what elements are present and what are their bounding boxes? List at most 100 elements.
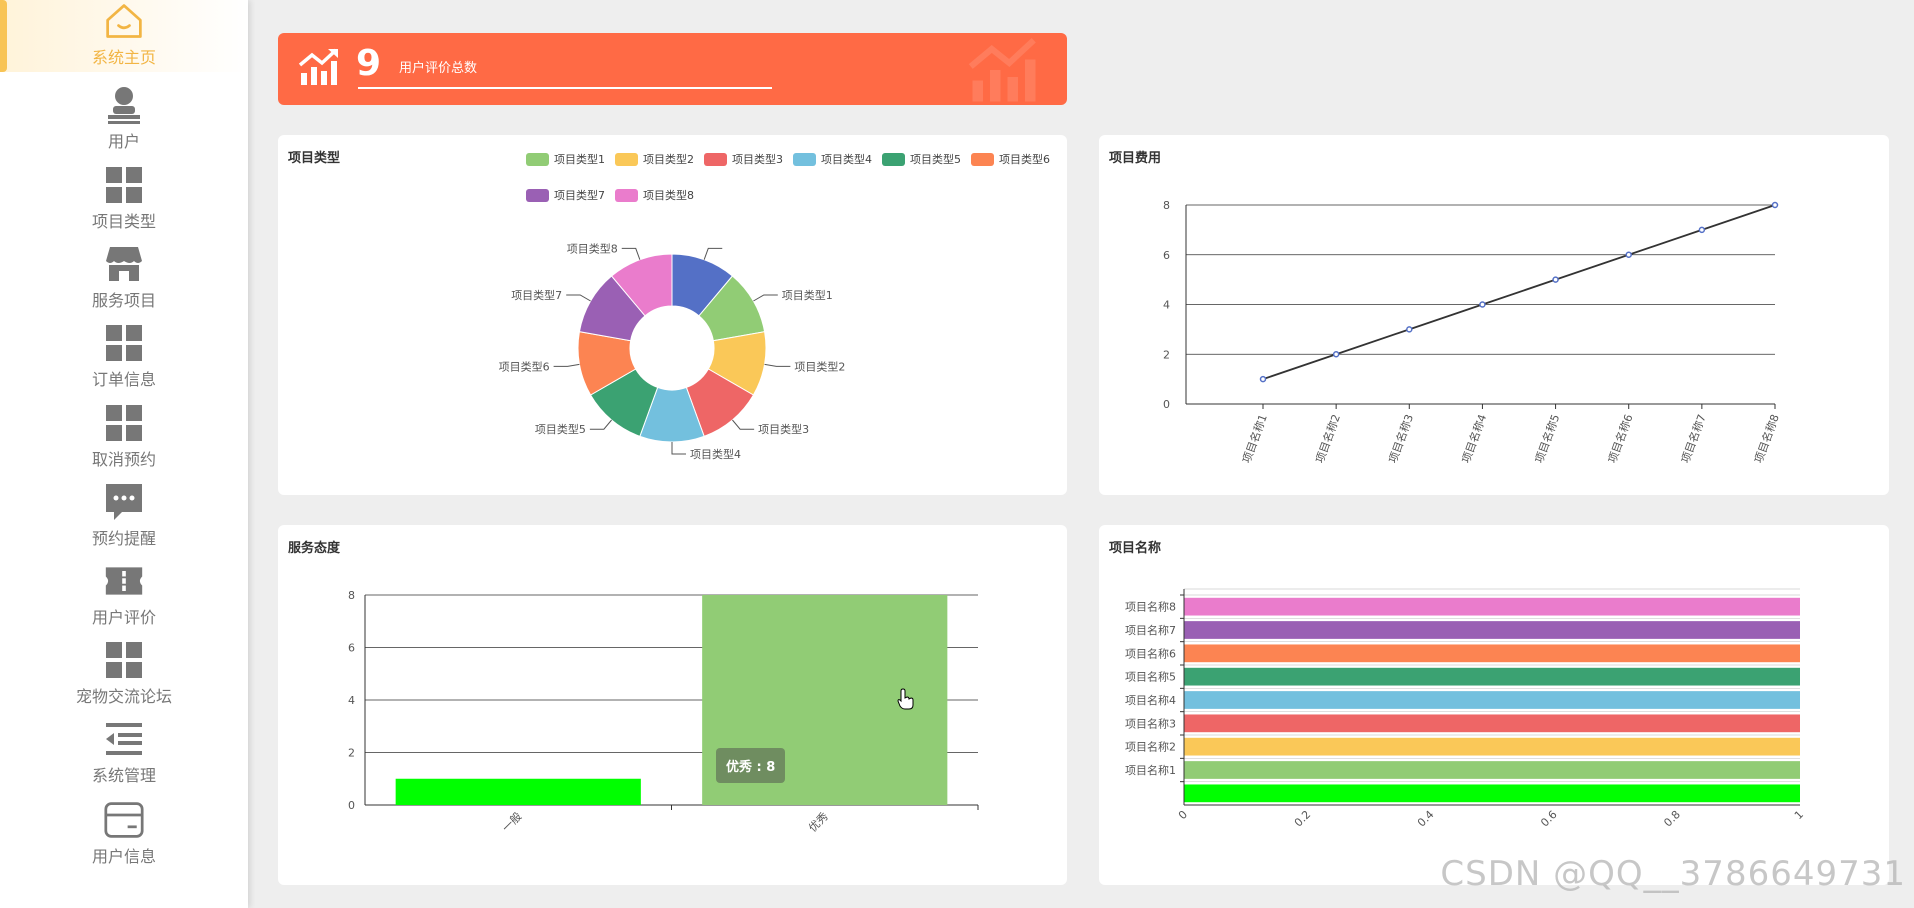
- data-point: [1332, 351, 1340, 358]
- grid-icon: [104, 164, 144, 206]
- y-tick-label: 4: [348, 694, 355, 707]
- sidebar-item-reminder[interactable]: 预约提醒: [0, 481, 248, 553]
- legend-label: 项目类型4: [821, 153, 872, 166]
- sidebar-item-review[interactable]: 用户评价: [0, 560, 248, 632]
- grid-icon: [104, 639, 144, 681]
- legend-item[interactable]: 项目类型6: [971, 151, 1050, 167]
- y-tick-label: 0: [348, 799, 355, 812]
- hbar-chart: 项目名称1 项目名称2 项目名称3 项目名称4 项目名称5 项目名称6 项目名称7 项目名称8…: [1125, 588, 1806, 830]
- legend-item[interactable]: 项目类型3: [704, 151, 783, 167]
- bar: [1184, 784, 1800, 803]
- y-tick-label: 项目名称4: [1125, 693, 1176, 707]
- y-tick-label: 项目名称6: [1125, 646, 1176, 660]
- legend-swatch: [704, 152, 727, 166]
- sidebar-item-home[interactable]: 系统主页: [0, 0, 248, 72]
- sidebar-item-project-type[interactable]: 项目类型: [0, 164, 248, 236]
- y-tick-label: 6: [1163, 249, 1170, 262]
- data-point: [1625, 251, 1632, 258]
- legend-label: 项目类型6: [999, 153, 1050, 166]
- project-cost-panel: 项目费用 0 2 4 6 8 项目名称1 项目名称2 项目名称3 项目名称4 项目名称5 项目名称6…: [1099, 135, 1889, 495]
- legend-swatch: [526, 188, 549, 202]
- sidebar-item-system[interactable]: 系统管理: [0, 718, 248, 790]
- x-tick-label: 0: [1176, 808, 1190, 822]
- pie-leader-line: [589, 419, 612, 430]
- x-tick-label: 0.6: [1538, 808, 1560, 830]
- sidebar-item-profile[interactable]: 用户信息: [0, 799, 248, 871]
- trend-icon: [298, 47, 340, 91]
- pie-leader-line: [732, 419, 755, 430]
- ticket-icon: [104, 560, 144, 602]
- x-tick-label: 一般: [500, 810, 525, 835]
- pie-slice-label: 项目类型4: [690, 447, 741, 461]
- pie-slice-label: 项目类型7: [511, 288, 562, 302]
- sidebar-item-orders[interactable]: 订单信息: [0, 322, 248, 394]
- sidebar: 系统主页 用户 项目类型 服务项目 订单信息 取消预约 预约提醒: [0, 0, 248, 908]
- pie-chart: 项目类型1 项目类型2 项目类型3 项目类型4 项目类型5 项目类型6 项目类型7 项目类型8: [499, 241, 846, 461]
- legend-label: 项目类型5: [910, 153, 961, 166]
- series-line: [1262, 204, 1776, 380]
- y-tick-label: 2: [348, 747, 355, 760]
- legend-swatch: [526, 152, 549, 166]
- bar: [1184, 644, 1800, 663]
- x-tick-label: 项目名称5: [1532, 412, 1563, 465]
- legend-item[interactable]: 项目类型8: [615, 187, 694, 203]
- legend-item[interactable]: 项目类型5: [882, 151, 961, 167]
- pie-slice-label: 项目类型1: [782, 288, 833, 302]
- bar: [1184, 761, 1800, 779]
- trend-watermark-icon: [966, 35, 1042, 105]
- bar: [1184, 597, 1800, 616]
- watermark: CSDN @QQ__3786649731: [1440, 854, 1906, 894]
- x-tick-label: 0.4: [1415, 808, 1437, 830]
- y-tick-label: 2: [1163, 348, 1170, 361]
- menu-icon: [104, 718, 144, 760]
- sidebar-item-label: 用户信息: [91, 847, 156, 866]
- pie-leader-line: [753, 294, 778, 302]
- sidebar-item-service[interactable]: 服务项目: [0, 243, 248, 315]
- sidebar-item-user[interactable]: 用户: [0, 84, 248, 156]
- sidebar-item-label: 宠物交流论坛: [75, 687, 172, 706]
- data-point: [1479, 301, 1486, 308]
- sidebar-item-label: 系统管理: [91, 766, 156, 785]
- shop-icon: [104, 243, 144, 285]
- review-count-card[interactable]: 9 用户评价总数: [278, 33, 1067, 105]
- bar: [1184, 737, 1800, 756]
- pie-legend: 项目类型1 项目类型2 项目类型3 项目类型4 项目类型5 项目类型6 项目类型7 项目类型8: [526, 151, 1086, 203]
- y-tick-label: 8: [348, 589, 355, 602]
- line-chart: 0 2 4 6 8 项目名称1 项目名称2 项目名称3 项目名称4 项目名称5 项目名称6 项目名称7…: [1163, 199, 1782, 465]
- x-tick-label: 项目名称8: [1751, 412, 1782, 465]
- legend-swatch: [971, 152, 994, 166]
- legend-item[interactable]: 项目类型7: [526, 187, 605, 203]
- panel-title: 项目名称: [1109, 541, 1162, 556]
- sidebar-item-cancel[interactable]: 取消预约: [0, 402, 248, 474]
- project-type-panel: 项目类型 项目类型1 项目类型2 项目类型3 项目类型4 项目类型5 项目类型6 项目类型7…: [278, 135, 1067, 495]
- bar: [1184, 714, 1800, 733]
- legend-item[interactable]: 项目类型4: [793, 151, 872, 167]
- pie-slice-label: 项目类型2: [794, 359, 845, 373]
- sidebar-item-label: 服务项目: [91, 291, 156, 310]
- x-tick-label: 项目名称2: [1312, 412, 1343, 465]
- legend-item[interactable]: 项目类型1: [526, 151, 605, 167]
- user-icon: [104, 84, 144, 126]
- y-tick-label: 4: [1163, 299, 1170, 312]
- x-tick-label: 项目名称6: [1605, 412, 1636, 465]
- data-point: [1552, 276, 1559, 283]
- data-point: [1698, 226, 1706, 234]
- y-tick-label: 项目名称7: [1125, 623, 1176, 637]
- legend-item[interactable]: 项目类型2: [615, 151, 694, 167]
- legend-label: 项目类型1: [554, 153, 605, 166]
- grid-icon: [104, 402, 144, 444]
- legend-swatch: [793, 152, 816, 166]
- x-tick-label: 1: [1792, 808, 1806, 822]
- x-tick-label: 项目名称7: [1678, 412, 1709, 465]
- legend-swatch: [882, 152, 905, 166]
- bar: [1184, 691, 1800, 709]
- sidebar-item-forum[interactable]: 宠物交流论坛: [0, 639, 248, 711]
- pie-slice-label: 项目类型8: [567, 241, 618, 255]
- data-point: [1406, 326, 1413, 333]
- sidebar-item-label: 系统主页: [91, 48, 156, 67]
- pie-slice: [610, 253, 673, 317]
- hand-cursor-icon: [897, 688, 915, 714]
- sidebar-item-label: 预约提醒: [91, 529, 156, 548]
- x-tick-label: 项目名称3: [1386, 412, 1417, 465]
- legend-label: 项目类型8: [643, 189, 694, 202]
